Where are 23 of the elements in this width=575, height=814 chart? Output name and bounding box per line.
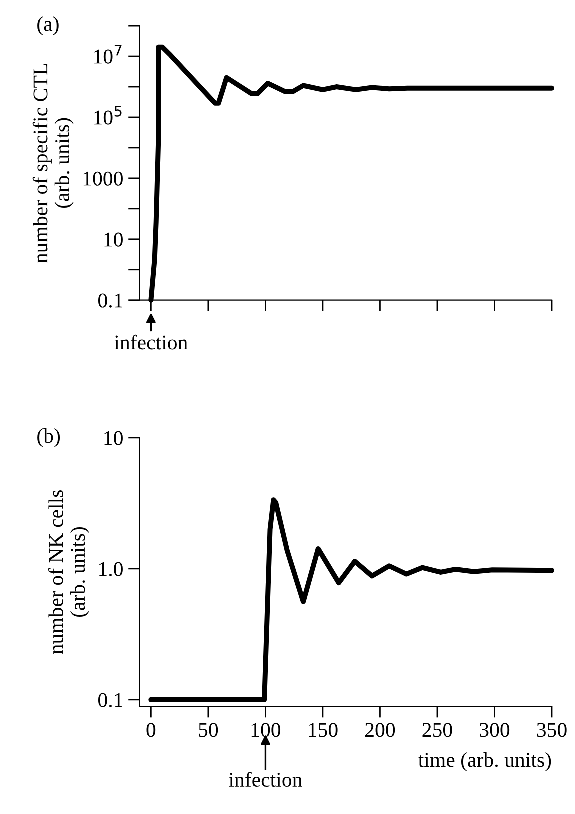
y-axis-title: number of NK cells (arb. units) xyxy=(48,490,90,654)
x-tick-label: 150 xyxy=(309,723,338,738)
y-tick-label: 10$^{5}$ xyxy=(94,106,122,125)
text: (a) xyxy=(38,16,59,36)
x-tick-label: 0 xyxy=(146,723,156,738)
x-tick-label: 350 xyxy=(537,723,567,738)
text: infection xyxy=(229,772,302,788)
y-tick-label: 1000 xyxy=(84,172,123,186)
text: (b) xyxy=(38,428,60,448)
y-tick-label: 10 xyxy=(104,232,123,247)
x-axis-title: time (arb. units) xyxy=(418,752,552,772)
x-tick-label: 100 xyxy=(252,723,281,738)
x-tick-label: 250 xyxy=(422,723,452,738)
x-tick-label: 300 xyxy=(480,723,510,738)
y-tick-label: 1.0 xyxy=(100,562,123,576)
y-axis-title: number of specific CTL (arb. units) xyxy=(32,64,74,264)
y-tick-label: 10 xyxy=(104,431,123,446)
y-tick-label: 0.1 xyxy=(98,294,123,308)
y-tick-label: 10$^{7}$ xyxy=(94,45,122,64)
annotation: infection xyxy=(114,334,188,350)
x-tick-label: 200 xyxy=(366,723,396,738)
x-tick-label: 50 xyxy=(199,723,218,738)
y-tick-label: 0.1 xyxy=(98,693,123,708)
